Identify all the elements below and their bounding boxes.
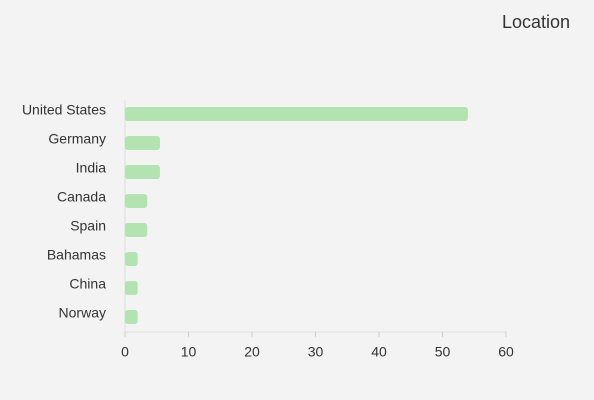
- bar: [125, 165, 160, 179]
- chart-title: Location: [502, 12, 570, 32]
- bar: [125, 136, 160, 150]
- x-tick-label: 10: [181, 344, 197, 360]
- bar: [125, 223, 148, 237]
- y-tick-label: China: [69, 276, 106, 292]
- bar: [125, 107, 468, 121]
- y-tick-label: Norway: [59, 305, 106, 321]
- x-tick-label: 60: [498, 344, 514, 360]
- bar: [125, 281, 138, 295]
- y-tick-label: Germany: [48, 131, 106, 147]
- x-tick-label: 50: [435, 344, 451, 360]
- x-tick-label: 0: [121, 344, 129, 360]
- y-tick-label: Bahamas: [47, 247, 106, 263]
- y-tick-label: United States: [22, 102, 106, 118]
- x-tick-label: 40: [371, 344, 387, 360]
- y-tick-label: Canada: [57, 189, 106, 205]
- x-tick-label: 30: [308, 344, 324, 360]
- bar: [125, 252, 138, 266]
- y-tick-label: Spain: [70, 218, 106, 234]
- y-tick-label: India: [76, 160, 107, 176]
- bar: [125, 194, 148, 208]
- x-tick-label: 20: [244, 344, 260, 360]
- bar: [125, 310, 138, 324]
